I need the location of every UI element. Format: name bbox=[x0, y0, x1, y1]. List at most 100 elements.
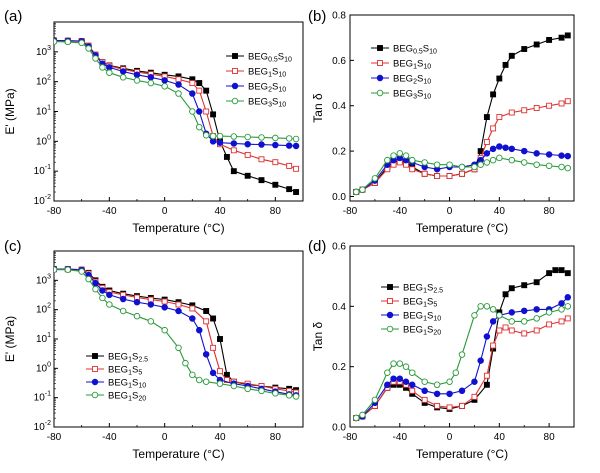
x-tick-label: -40 bbox=[102, 206, 117, 217]
data-point bbox=[203, 308, 210, 314]
plot-frame bbox=[349, 14, 575, 202]
data-point bbox=[558, 318, 565, 325]
data-point bbox=[490, 125, 497, 132]
data-point bbox=[99, 294, 106, 302]
data-point bbox=[133, 77, 141, 84]
x-tick-label: 0 bbox=[162, 432, 168, 443]
y-tick-label: 10-2 bbox=[34, 194, 51, 207]
data-point bbox=[564, 164, 572, 172]
legend-label: BEG2S10 bbox=[393, 74, 431, 86]
legend-marker bbox=[387, 284, 393, 290]
series-BEG1S20 bbox=[54, 266, 300, 400]
data-point bbox=[483, 372, 490, 379]
data-point bbox=[483, 150, 491, 157]
data-point bbox=[458, 351, 466, 358]
y-tick-label: 103 bbox=[36, 45, 51, 58]
x-tick-label: 80 bbox=[270, 206, 282, 217]
legend-marker bbox=[376, 74, 384, 82]
data-point bbox=[508, 318, 516, 325]
series-line bbox=[356, 100, 568, 193]
data-point bbox=[546, 37, 553, 43]
data-point bbox=[182, 359, 189, 367]
series-BEG3S10 bbox=[54, 38, 300, 143]
data-point bbox=[99, 287, 106, 294]
data-point bbox=[175, 344, 182, 352]
data-point bbox=[230, 140, 238, 147]
series-BEG3S10 bbox=[352, 150, 572, 196]
data-point bbox=[421, 170, 428, 177]
legend-marker bbox=[92, 366, 98, 372]
y-tick-label: 101 bbox=[36, 332, 51, 345]
data-point bbox=[285, 135, 293, 142]
data-point bbox=[244, 140, 251, 148]
x-tick-label: 0 bbox=[447, 432, 453, 443]
data-point bbox=[161, 326, 168, 334]
data-point bbox=[408, 156, 416, 164]
y-tick-label: 10-1 bbox=[34, 164, 51, 177]
series-BEG1S10 bbox=[54, 265, 300, 399]
data-point bbox=[496, 327, 503, 334]
x-tick-label: -80 bbox=[343, 432, 358, 443]
data-point bbox=[189, 315, 196, 322]
x-tick-label: -80 bbox=[47, 432, 62, 443]
data-point bbox=[54, 266, 58, 273]
data-point bbox=[230, 133, 238, 140]
x-axis-label: Temperature (°C) bbox=[132, 447, 224, 461]
legend-label: BEG1S2.5 bbox=[108, 352, 148, 364]
data-point bbox=[564, 270, 571, 277]
data-point bbox=[106, 69, 113, 76]
y-axis-label: Tan δ bbox=[311, 93, 325, 123]
y-axis-label: E' (MPa) bbox=[3, 88, 17, 134]
data-point bbox=[175, 307, 182, 315]
data-point bbox=[533, 327, 540, 334]
legend-label: BEG1S10 bbox=[403, 311, 441, 323]
legend: BEG0.5S10 BEG1S10 BEG2S10 BEG3S10 bbox=[371, 44, 437, 101]
panel-label: (a) bbox=[4, 8, 22, 25]
data-point bbox=[359, 186, 366, 193]
data-point bbox=[521, 282, 528, 289]
data-point bbox=[258, 134, 265, 141]
data-point bbox=[396, 360, 404, 367]
data-point bbox=[408, 381, 416, 389]
data-point bbox=[64, 38, 72, 46]
data-point bbox=[216, 139, 224, 146]
data-point bbox=[189, 80, 196, 86]
data-point bbox=[496, 312, 503, 319]
data-point bbox=[558, 100, 565, 107]
data-point bbox=[272, 390, 279, 397]
data-point bbox=[552, 267, 559, 274]
data-point bbox=[483, 333, 491, 340]
series-BEG1S10 bbox=[353, 98, 571, 195]
panel-d: (d) -80 -40 0 40 80 0.0 0.2 0.4 0.6 Temperature (°… bbox=[308, 238, 575, 461]
data-point bbox=[390, 360, 397, 367]
data-point bbox=[533, 161, 540, 168]
y-tick-label: 0.0 bbox=[332, 423, 346, 434]
data-point bbox=[189, 90, 196, 97]
legend-label: BEG1S10 bbox=[248, 67, 286, 79]
data-point bbox=[483, 139, 490, 145]
data-point bbox=[216, 380, 224, 387]
data-point bbox=[564, 152, 572, 160]
data-point bbox=[402, 378, 410, 386]
x-tick-label: -80 bbox=[47, 206, 62, 217]
data-point bbox=[217, 336, 223, 342]
series-BEG1S2.5 bbox=[54, 266, 300, 394]
data-point bbox=[545, 151, 553, 158]
data-point bbox=[564, 98, 571, 105]
legend-label: BEG1S5 bbox=[403, 297, 437, 309]
legend-marker bbox=[387, 298, 393, 304]
data-point bbox=[489, 306, 497, 313]
y-tick-label: 0.6 bbox=[332, 242, 346, 253]
x-tick-label: 0 bbox=[162, 206, 168, 217]
data-point bbox=[371, 175, 379, 182]
data-point bbox=[421, 396, 428, 403]
data-point bbox=[244, 133, 251, 141]
data-point bbox=[196, 80, 203, 86]
data-point bbox=[258, 177, 265, 184]
data-point bbox=[390, 152, 397, 159]
series-line bbox=[54, 268, 297, 394]
data-point bbox=[502, 61, 509, 68]
data-point bbox=[471, 163, 478, 171]
legend-label: BEG1S20 bbox=[403, 325, 441, 337]
x-tick-label: -40 bbox=[393, 206, 408, 217]
